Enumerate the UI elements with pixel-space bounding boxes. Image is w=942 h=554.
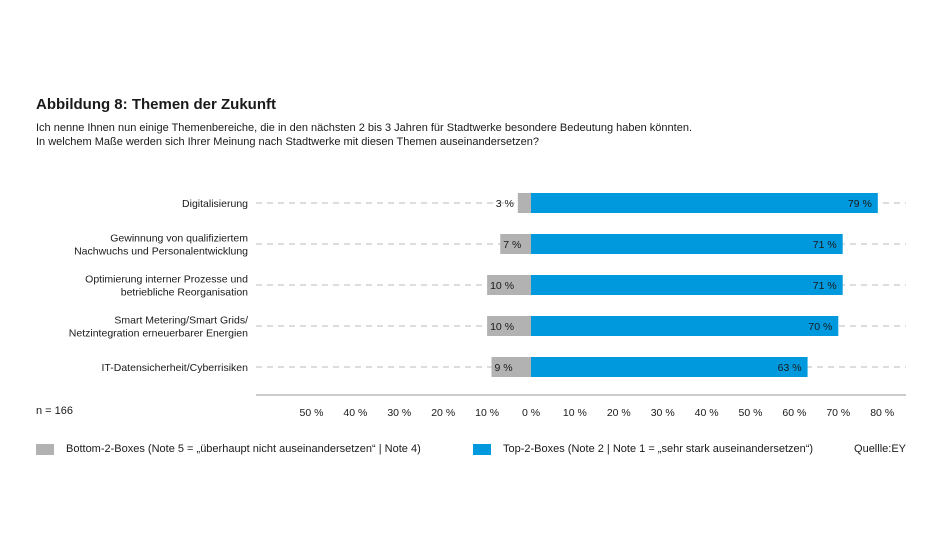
chart-title: Abbildung 8: Themen der Zukunft: [36, 96, 276, 113]
legend-label-top: Top-2-Boxes (Note 2 | Note 1 = „sehr sta…: [503, 443, 814, 455]
category-label: Optimierung interner Prozesse und: [85, 274, 248, 286]
bar-bottom-2: [517, 193, 531, 213]
bar-top-2: [531, 193, 878, 213]
x-tick-label: 80 %: [870, 407, 894, 419]
category-label: Netzintegration erneuerbarer Energien: [69, 328, 248, 340]
data-label-bottom-2: 7 %: [503, 239, 521, 251]
bar-top-2: [531, 316, 839, 336]
data-label-bottom-2: 10 %: [490, 280, 514, 292]
legend-label-bottom: Bottom-2-Boxes (Note 5 = „überhaupt nich…: [66, 443, 421, 455]
bar-top-2: [531, 275, 843, 295]
data-label-bottom-2: 9 %: [494, 362, 512, 374]
category-label: Gewinnung von qualifiziertem: [110, 233, 248, 245]
bar-top-2: [531, 357, 808, 377]
bar-bottom-2: [487, 316, 531, 336]
category-label: betriebliche Reorganisation: [121, 287, 248, 299]
x-tick-label: 20 %: [431, 407, 455, 419]
bar-top-2: [531, 234, 843, 254]
subtitle-line-1: Ich nenne Ihnen nun einige Themenbereich…: [36, 122, 692, 134]
data-label-bottom-2: 3 %: [496, 198, 514, 210]
category-label: Smart Metering/Smart Grids/: [114, 315, 248, 327]
x-tick-label: 40 %: [695, 407, 719, 419]
category-label: Nachwuchs und Personalentwicklung: [74, 246, 248, 258]
x-tick-label: 0 %: [522, 407, 540, 419]
x-tick-label: 50 %: [300, 407, 324, 419]
source-note: Quellle:EY: [854, 443, 906, 455]
legend-swatch-bottom: [36, 443, 54, 455]
x-tick-label: 20 %: [607, 407, 631, 419]
bar-bottom-2: [500, 234, 531, 254]
x-tick-label: 10 %: [563, 407, 587, 419]
chart-subtitle: Ich nenne Ihnen nun einige Themenbereich…: [36, 121, 896, 149]
sample-size-note: n = 166: [36, 405, 74, 417]
legend-item-top: Top-2-Boxes (Note 2 | Note 1 = „sehr sta…: [473, 443, 813, 455]
x-tick-label: 60 %: [782, 407, 806, 419]
x-tick-label: 40 %: [343, 407, 367, 419]
x-tick-label: 30 %: [387, 407, 411, 419]
data-label-top-2: 71 %: [813, 239, 837, 251]
bar-bottom-2: [487, 275, 531, 295]
data-label-top-2: 63 %: [778, 362, 802, 374]
data-label-top-2: 79 %: [848, 198, 872, 210]
x-tick-label: 30 %: [651, 407, 675, 419]
category-label: IT-Datensicherheit/Cyberrisiken: [102, 362, 249, 374]
data-label-top-2: 71 %: [813, 280, 837, 292]
x-tick-label: 50 %: [739, 407, 763, 419]
legend-item-bottom: Bottom-2-Boxes (Note 5 = „überhaupt nich…: [36, 443, 421, 455]
data-label-top-2: 70 %: [808, 321, 832, 333]
legend-swatch-top: [473, 443, 491, 455]
x-tick-label: 10 %: [475, 407, 499, 419]
bar-bottom-2: [491, 357, 531, 377]
category-label: Digitalisierung: [182, 198, 248, 210]
x-tick-label: 70 %: [826, 407, 850, 419]
subtitle-line-2: In welchem Maße werden sich Ihrer Meinun…: [36, 136, 540, 148]
data-label-bottom-2: 10 %: [490, 321, 514, 333]
